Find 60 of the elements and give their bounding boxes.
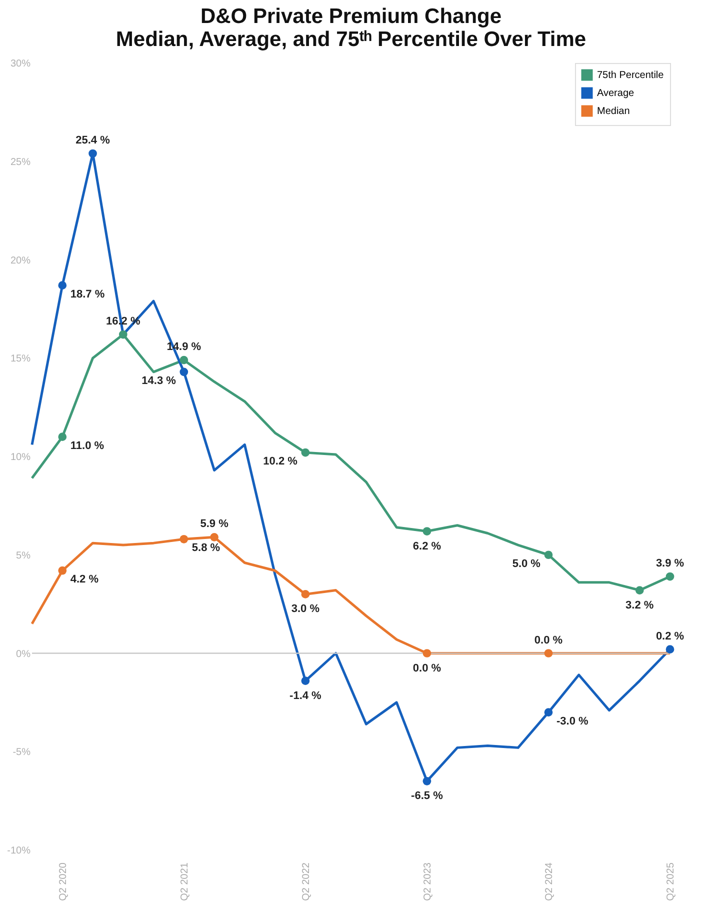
x-tick-label: Q2 2025 xyxy=(666,862,676,901)
data-label: 6.2 % xyxy=(412,540,442,552)
point xyxy=(180,368,188,376)
point xyxy=(58,281,67,290)
point xyxy=(180,356,188,364)
y-tick-label: 30% xyxy=(10,58,31,70)
point xyxy=(422,649,432,658)
point xyxy=(58,566,67,575)
point xyxy=(301,448,310,457)
x-tick-label: Q2 2023 xyxy=(422,862,434,901)
data-label: 0.0 % xyxy=(534,634,563,646)
data-label: 5.0 % xyxy=(512,558,541,570)
data-label: -3.0 % xyxy=(556,715,588,728)
data-label: 0.0 % xyxy=(412,662,442,674)
data-label: 4.2 % xyxy=(70,574,99,586)
data-label: 5.9 % xyxy=(200,518,229,530)
point xyxy=(88,149,97,158)
y-tick-label: 5% xyxy=(16,550,31,562)
y-tick-label: 20% xyxy=(10,255,31,266)
data-label: -1.4 % xyxy=(290,690,322,702)
data-label: 5.8 % xyxy=(192,542,220,554)
data-label: 18.7 % xyxy=(70,288,105,300)
y-tick-label: 15% xyxy=(10,354,31,365)
point xyxy=(422,527,432,536)
x-tick-label: Q2 2024 xyxy=(544,862,555,901)
y-tick-label: -5% xyxy=(12,747,31,758)
point xyxy=(544,708,553,716)
point xyxy=(422,776,432,786)
point xyxy=(180,534,188,544)
x-tick-label: Q2 2020 xyxy=(58,862,69,901)
point xyxy=(666,572,674,581)
chart-title: D&O Private Premium Change xyxy=(200,5,502,28)
data-label: 3.2 % xyxy=(626,599,654,612)
point xyxy=(666,645,674,654)
chart-subtitle: Median, Average, and 75ᵗʰ Percentile Over Time xyxy=(116,28,586,51)
data-label: 14.3 % xyxy=(142,374,176,387)
point xyxy=(58,432,67,441)
point xyxy=(544,550,553,560)
point xyxy=(635,586,644,594)
data-label: 25.4 % xyxy=(76,134,110,147)
y-tick-label: 0% xyxy=(16,648,31,660)
point xyxy=(301,676,310,685)
data-label: 0.2 % xyxy=(656,630,684,642)
legend-label: Average xyxy=(597,88,635,99)
data-label: 3.0 % xyxy=(291,603,320,616)
point xyxy=(301,590,310,598)
y-tick-label: 10% xyxy=(10,452,31,463)
legend-label: Median xyxy=(597,106,630,117)
data-label: 11.0 % xyxy=(70,440,104,452)
y-tick-label: 25% xyxy=(10,156,31,168)
legend-label: 75th Percentile xyxy=(597,70,664,81)
point xyxy=(210,532,218,542)
point xyxy=(544,649,553,658)
data-label: 3.9 % xyxy=(656,558,684,570)
data-label: -6.5 % xyxy=(411,790,444,802)
point xyxy=(118,330,128,339)
x-tick-label: Q2 2022 xyxy=(300,862,312,901)
y-tick-label: -10% xyxy=(7,846,31,856)
x-tick-label: Q2 2021 xyxy=(179,862,190,901)
data-label: 10.2 % xyxy=(263,456,298,468)
